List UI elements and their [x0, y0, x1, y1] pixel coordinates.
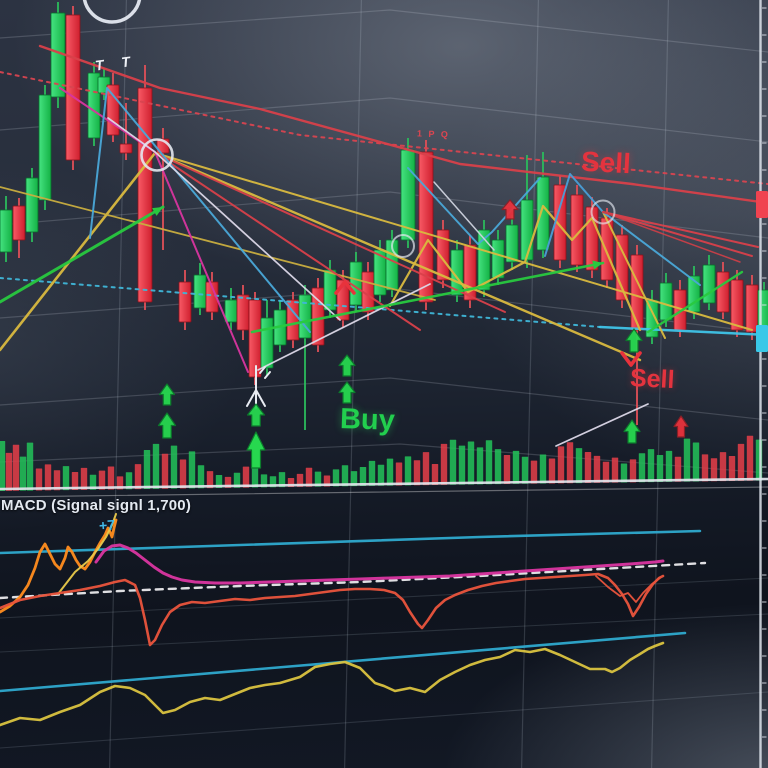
- buy-signal-label: Buy: [339, 403, 396, 437]
- price-note-label: 1 P Q: [416, 128, 451, 140]
- sell-signal-top-label: Sell: [580, 145, 632, 180]
- macd-annotation: +7: [98, 516, 116, 534]
- sell-signal-bottom-label: Sell: [629, 363, 676, 395]
- macd-panel-title: MACD (Signal signl 1,700): [1, 497, 192, 514]
